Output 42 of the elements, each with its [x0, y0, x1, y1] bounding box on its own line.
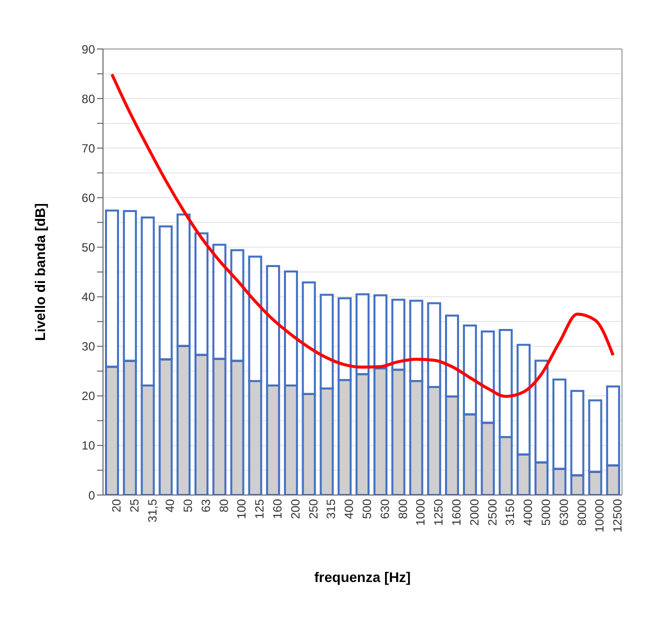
y-tick-label: 30 — [82, 340, 96, 354]
x-tick-label: 630 — [378, 498, 392, 520]
x-tick-label: 160 — [270, 498, 285, 520]
x-tick-label: 3150 — [503, 498, 518, 526]
x-tick-label: 20 — [109, 498, 124, 512]
y-tick-label: 40 — [82, 290, 96, 304]
x-tick-label: 500 — [360, 498, 374, 520]
x-axis-title: frequenza [Hz] — [314, 569, 411, 585]
x-tick-label: 10000 — [592, 498, 607, 532]
x-tick-label: 5000 — [538, 498, 553, 526]
x-tick-label: 8000 — [574, 498, 589, 526]
x-tick-label: 25 — [127, 498, 142, 512]
x-tick-label: 400 — [342, 498, 356, 520]
x-tick-label: 125 — [252, 498, 267, 520]
y-tick-label: 10 — [82, 438, 96, 453]
x-tick-label: 12500 — [610, 498, 625, 532]
x-tick-label: 800 — [396, 498, 410, 520]
line-series — [110, 72, 615, 398]
y-tick-label: 60 — [82, 190, 96, 205]
x-tick-label: 100 — [234, 498, 249, 520]
x-tick-label: 200 — [288, 498, 302, 520]
y-tick-label: 80 — [82, 92, 96, 106]
x-tick-label: 2500 — [485, 498, 500, 526]
x-tick-label: 1000 — [414, 498, 428, 526]
x-tick-label: 1600 — [450, 498, 464, 526]
x-tick-label: 315 — [324, 498, 338, 520]
x-tick-label: 40 — [163, 498, 178, 512]
x-tick-label: 50 — [181, 498, 196, 512]
y-axis-title: Livello di banda [dB] — [32, 203, 48, 341]
x-tick-label: 31,5 — [145, 498, 160, 522]
x-tick-label: 1250 — [432, 498, 446, 526]
y-tick-label: 20 — [82, 389, 96, 404]
x-tick-label: 250 — [306, 498, 320, 520]
x-tick-label: 6300 — [556, 498, 571, 526]
x-tick-label: 4000 — [521, 498, 536, 526]
x-tick-label: 63 — [198, 498, 213, 512]
x-tick-label: 2000 — [467, 498, 482, 526]
y-tick-label: 70 — [82, 141, 96, 156]
x-tick-label: 80 — [216, 498, 231, 512]
y-tick-label: 0 — [88, 488, 96, 502]
y-tick-label: 50 — [82, 240, 96, 254]
y-tick-label: 90 — [82, 42, 96, 56]
